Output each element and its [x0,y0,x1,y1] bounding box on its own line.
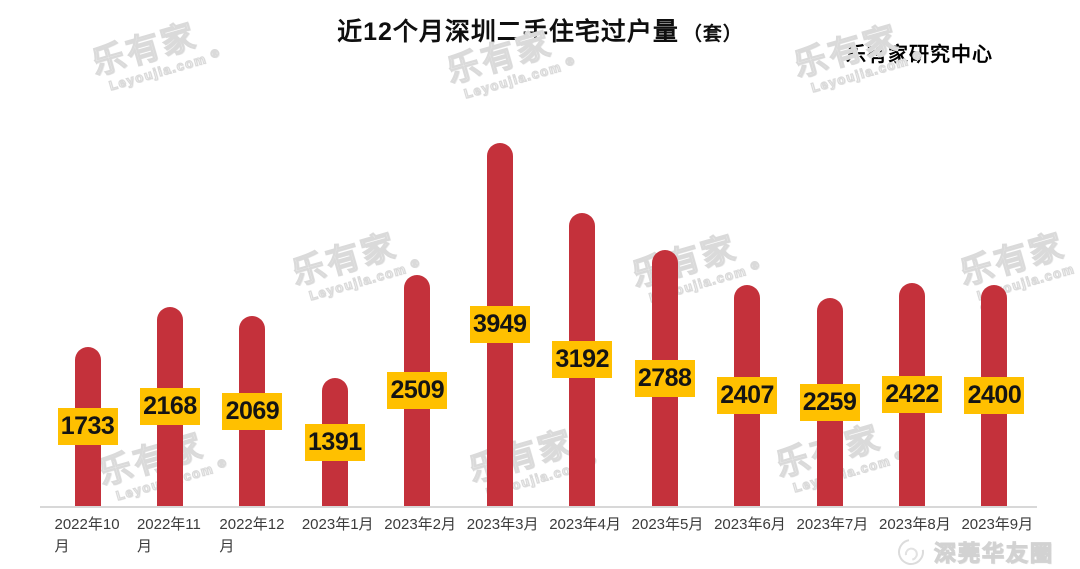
watermark-domain-text: Leyoujia.com ® [107,46,223,94]
x-axis-label: 2023年3月 [466,516,539,533]
x-axis-label: 2023年8月 [879,516,951,533]
x-axis-label: 2023年5月 [631,516,704,533]
bar-value-label: 3949 [469,306,530,343]
bar-value-label: 2788 [634,360,695,397]
registered-mark-icon: ® [409,256,423,271]
registered-mark-icon: ® [564,54,578,69]
bar-value-label: 1733 [57,408,118,445]
x-axis-label: 2023年2月 [384,516,457,533]
bar-value-label: 2400 [964,377,1025,414]
x-axis-line [40,506,1037,508]
x-axis-label: 2022年10 月 [54,516,120,555]
x-axis-label: 2023年6月 [714,516,786,533]
x-axis-label: 2023年9月 [961,516,1034,533]
chart-title-unit: （套） [682,24,743,45]
registered-mark-icon: ® [216,456,230,471]
watermark-brand-text: 乐有家 [627,228,742,295]
x-axis-label: 2023年4月 [549,516,621,533]
watermark-brand-text: 乐有家 [955,226,1070,293]
stamp-logo-icon [892,533,930,569]
bar-value-label: 1391 [304,424,365,461]
watermark-domain-text: Leyoujia.com ® [791,448,907,496]
x-axis-label: 2022年11 月 [136,516,201,555]
chart-title: 近12个月深圳二手住宅过户量 （套） [0,12,1080,48]
x-axis-label: 2023年7月 [796,516,869,533]
x-axis-label: 2023年1月 [301,516,374,533]
bar-value-label: 3192 [552,341,613,378]
footer-stamp: 深莞华友圈 [892,533,1055,569]
bar-value-label: 2509 [387,372,448,409]
registered-mark-icon: ® [749,258,763,273]
footer-stamp-text: 深莞华友圈 [933,540,1055,566]
bar-value-label: 2069 [222,393,283,430]
bar-value-label: 2259 [799,384,860,421]
bar-value-label: 2168 [139,388,200,425]
watermark-domain-text: Leyoujia.com ® [462,54,578,102]
research-center-label: 乐有家研究中心 [846,44,993,66]
bar-value-label: 2422 [882,376,942,413]
watermark-brand-text: 乐有家 [287,226,402,293]
registered-mark-icon: ® [209,46,223,61]
bar-value-label: 2407 [717,377,778,414]
chart-title-text: 近12个月深圳二手住宅过户量 [337,18,679,46]
x-axis-label: 2022年12 月 [219,516,285,555]
